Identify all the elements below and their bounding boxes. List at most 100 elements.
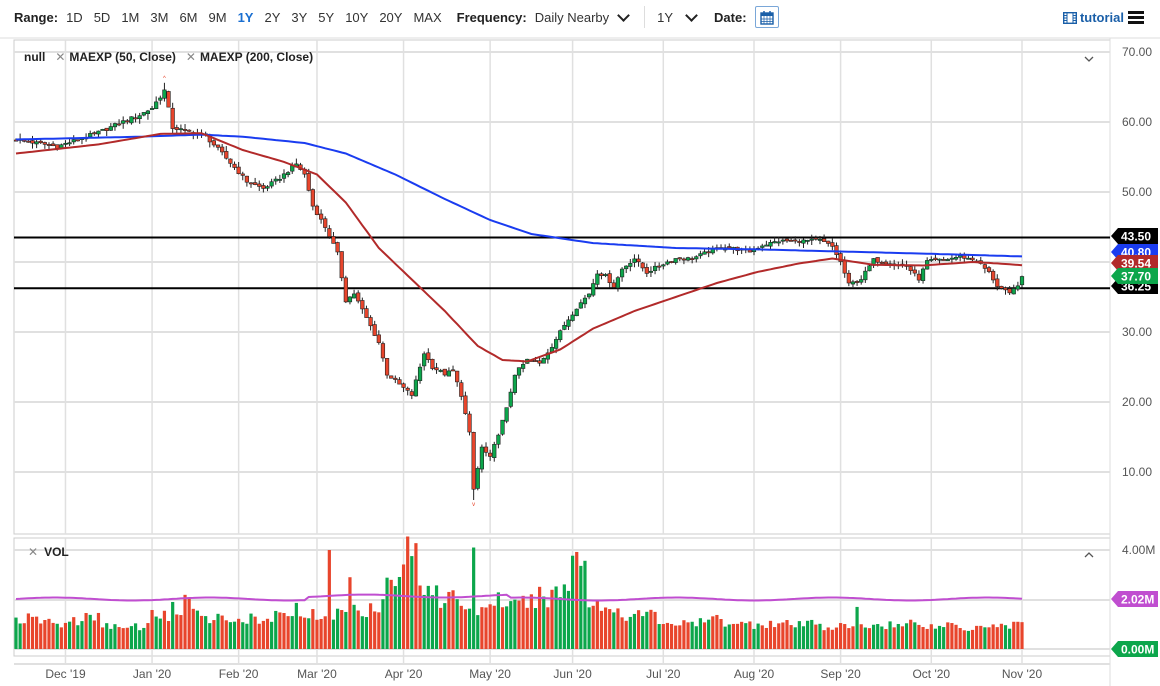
candle (471, 431, 476, 490)
candle (702, 251, 707, 255)
candle (257, 183, 262, 187)
calendar-button[interactable] (754, 6, 779, 28)
volume-bar (72, 617, 76, 649)
candle (92, 132, 97, 135)
volume-bar (199, 615, 204, 649)
volume-bar (636, 610, 641, 649)
volume-bar (39, 623, 43, 649)
volume-bar (335, 608, 340, 649)
candle (863, 270, 868, 281)
candle (632, 258, 637, 263)
candle (908, 266, 913, 272)
range-5y[interactable]: 5Y (318, 9, 335, 25)
candle (488, 452, 493, 457)
candle (558, 330, 563, 341)
candle (586, 293, 592, 298)
range-1d[interactable]: 1D (66, 9, 83, 25)
volume-bar (488, 604, 492, 649)
volume-bar (707, 619, 711, 649)
volume-bar (542, 596, 546, 649)
volume-bar (587, 607, 591, 649)
candle (475, 468, 480, 489)
volume-bar (166, 621, 171, 649)
hamburger-menu-icon[interactable] (1128, 11, 1144, 24)
volume-bar (63, 622, 68, 649)
volume-label: VOL (44, 545, 69, 559)
volume-bar (455, 599, 459, 649)
range-3y[interactable]: 3Y (291, 9, 308, 25)
candle (347, 296, 353, 303)
period-select[interactable]: 1Y (657, 9, 674, 25)
candle (240, 173, 245, 176)
candle (55, 144, 60, 149)
candle (220, 146, 225, 153)
volume-bar (665, 622, 670, 649)
candle (389, 375, 394, 379)
volume-bar (496, 592, 500, 649)
volume-bar (261, 620, 265, 649)
volume-bar (942, 627, 946, 649)
volume-bar (352, 604, 356, 649)
range-1m[interactable]: 1M (121, 9, 140, 25)
volume-bar (385, 577, 389, 649)
volume-bar (702, 622, 707, 649)
candle (75, 139, 80, 142)
candle (875, 257, 880, 263)
candle (797, 241, 802, 243)
range-5d[interactable]: 5D (93, 9, 111, 25)
candle (42, 142, 47, 145)
range-3m[interactable]: 3M (150, 9, 169, 25)
volume-bar (1016, 621, 1020, 649)
volume-bar (154, 616, 158, 649)
remove-ma50-icon[interactable]: ✕ (55, 50, 66, 64)
frequency-select[interactable]: Daily Nearby (534, 9, 610, 25)
remove-volume-icon[interactable]: ✕ (28, 545, 39, 559)
volume-bar (1012, 621, 1016, 649)
volume-bar (373, 611, 377, 649)
candle (920, 268, 926, 281)
volume-bar (241, 622, 245, 649)
remove-ma200-icon[interactable]: ✕ (185, 50, 196, 64)
volume-bar (970, 629, 975, 649)
candle (533, 360, 538, 362)
volume-bar (641, 616, 645, 649)
volume-bar (521, 595, 525, 649)
candle (690, 258, 695, 261)
candle (121, 120, 126, 124)
volume-bar (451, 590, 455, 649)
range-9m[interactable]: 9M (208, 9, 227, 25)
candle (154, 101, 159, 110)
volume-bar (806, 620, 810, 649)
svg-text:4.00M: 4.00M (1122, 543, 1155, 557)
volume-bar (30, 616, 35, 649)
range-max[interactable]: MAX (413, 9, 442, 25)
volume-bar (84, 612, 88, 649)
candle (982, 264, 987, 269)
candle (821, 238, 827, 242)
volume-bar (294, 602, 298, 649)
range-1y[interactable]: 1Y (237, 9, 254, 25)
tutorial-link[interactable]: tutorial (1062, 10, 1124, 25)
candle (566, 319, 571, 327)
candle (545, 352, 550, 360)
volume-legend: ✕ VOL (28, 545, 69, 559)
candle (834, 245, 839, 255)
range-6m[interactable]: 6M (179, 9, 198, 25)
range-2y[interactable]: 2Y (264, 9, 281, 25)
volume-bar (1003, 625, 1008, 649)
range-10y[interactable]: 10Y (345, 9, 369, 25)
candle (817, 239, 823, 241)
x-tick-label: Nov '20 (1002, 667, 1043, 681)
candle (879, 261, 884, 264)
volume-bar (822, 630, 826, 649)
price-tag: 0.00M (1111, 641, 1158, 657)
volume-bar (946, 622, 950, 649)
candle (360, 300, 365, 310)
candle (764, 244, 769, 247)
volume-bar (356, 610, 360, 649)
candle (916, 273, 922, 281)
volume-bar (232, 621, 237, 649)
svg-text:43.50: 43.50 (1121, 230, 1151, 244)
range-20y[interactable]: 20Y (379, 9, 403, 25)
